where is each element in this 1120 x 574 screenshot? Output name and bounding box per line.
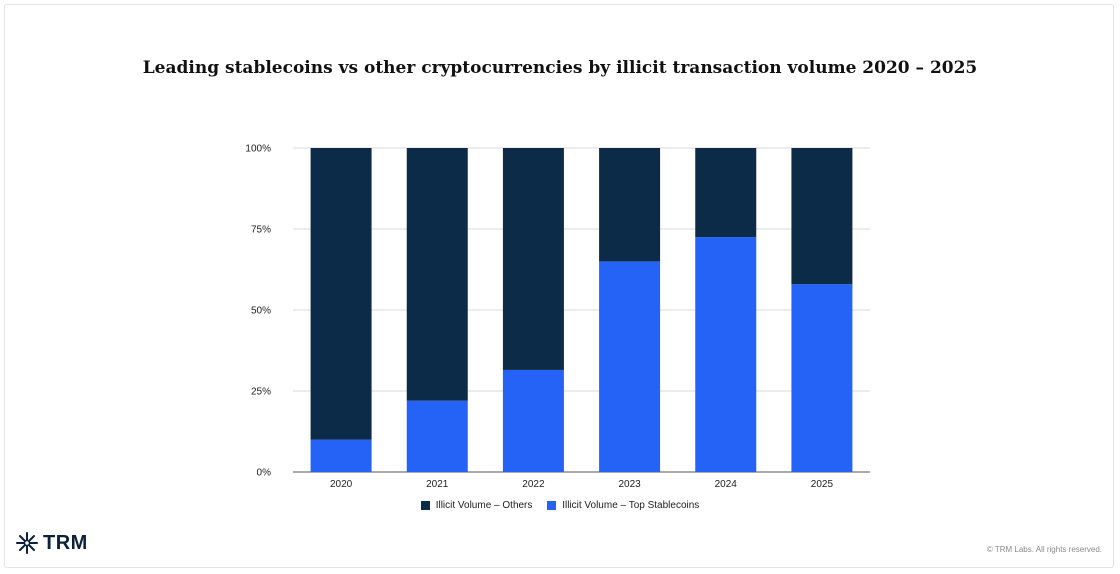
y-tick-label: 100% (245, 144, 271, 155)
chart-title: Leading stablecoins vs other cryptocurre… (142, 58, 978, 78)
bar-others (695, 148, 757, 238)
bar-top-stablecoins (406, 400, 468, 472)
legend-swatch-others (420, 501, 430, 510)
bar-others (310, 148, 372, 440)
y-tick-label: 50% (251, 306, 271, 317)
x-tick-label: 2022 (522, 479, 545, 490)
bar-top-stablecoins (695, 237, 757, 472)
bar-others (406, 148, 468, 401)
x-tick-label: 2021 (426, 479, 449, 490)
snowflake-icon (16, 532, 38, 554)
bar-top-stablecoins (502, 369, 564, 472)
legend-item-stablecoins: Illicit Volume – Top Stablecoins (547, 500, 699, 511)
y-tick-label: 25% (251, 387, 271, 398)
y-tick-label: 75% (251, 225, 271, 236)
x-axis: 2020 2021 2022 2023 2024 2025 (330, 479, 834, 490)
bar-others (791, 148, 853, 285)
bar-top-stablecoins (791, 284, 853, 472)
legend-label-stablecoins: Illicit Volume – Top Stablecoins (562, 500, 700, 511)
bar-others (599, 148, 661, 262)
bar-top-stablecoins (599, 261, 661, 472)
gridlines (293, 147, 870, 473)
legend-swatch-stablecoins (547, 501, 557, 510)
brand-name: TRM (43, 531, 88, 554)
x-tick-label: 2024 (715, 479, 738, 490)
x-tick-label: 2020 (330, 479, 353, 490)
bar-others (502, 148, 564, 370)
legend: Illicit Volume – Others Illicit Volume –… (0, 500, 1120, 513)
legend-label-others: Illicit Volume – Others (435, 500, 533, 511)
copyright-notice: © TRM Labs. All rights reserved. (986, 545, 1102, 554)
bars (310, 148, 853, 472)
x-tick-label: 2025 (811, 479, 834, 490)
x-tick-label: 2023 (618, 479, 641, 490)
y-axis: 0% 25% 50% 75% 100% (245, 144, 271, 479)
y-tick-label: 0% (257, 468, 272, 479)
bar-top-stablecoins (310, 439, 372, 472)
legend-item-others: Illicit Volume – Others (420, 500, 533, 511)
trm-logo: TRM (15, 531, 88, 555)
